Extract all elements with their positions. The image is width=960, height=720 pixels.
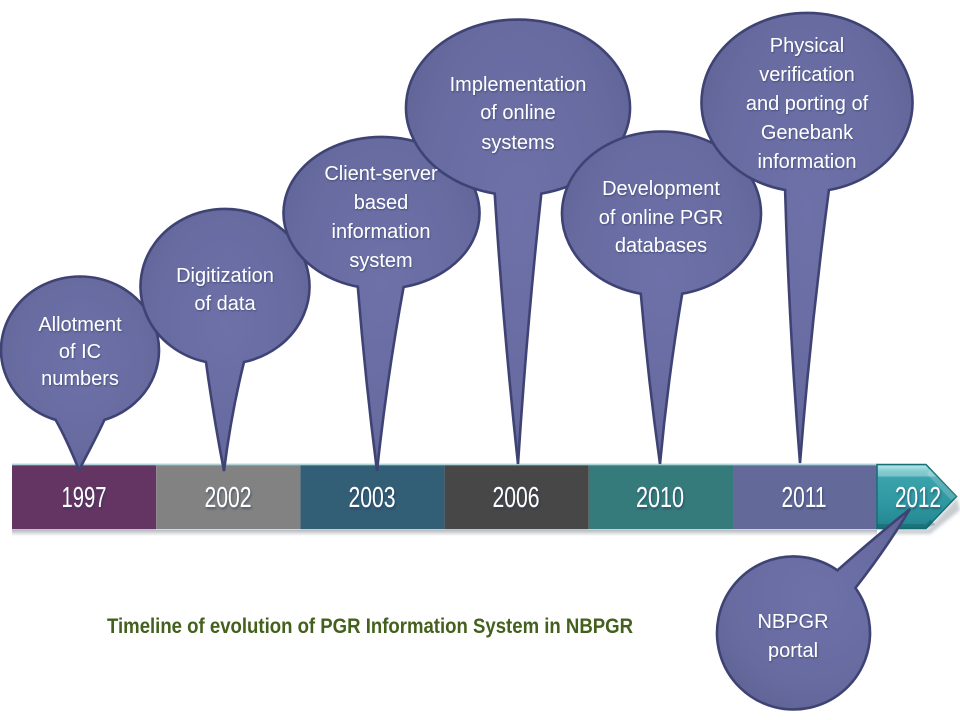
svg-text:Timeline of evolution of PGR I: Timeline of evolution of PGR Information… xyxy=(107,615,633,638)
svg-text:2002: 2002 xyxy=(205,482,252,514)
svg-text:and porting of: and porting of xyxy=(746,93,869,115)
svg-text:based: based xyxy=(354,192,409,214)
svg-text:Implementation: Implementation xyxy=(450,74,587,96)
svg-text:of IC: of IC xyxy=(59,341,101,363)
svg-text:information: information xyxy=(758,151,857,173)
svg-text:verification: verification xyxy=(759,64,855,86)
svg-text:2010: 2010 xyxy=(636,482,684,514)
svg-text:systems: systems xyxy=(481,132,554,154)
svg-text:portal: portal xyxy=(768,640,818,662)
svg-text:of online PGR: of online PGR xyxy=(599,207,724,229)
svg-text:2006: 2006 xyxy=(493,482,540,514)
svg-text:NBPGR: NBPGR xyxy=(757,611,828,633)
svg-text:Physical: Physical xyxy=(770,35,844,57)
svg-text:1997: 1997 xyxy=(62,482,107,514)
svg-text:2011: 2011 xyxy=(782,482,827,514)
svg-text:of online: of online xyxy=(480,102,556,124)
svg-text:information: information xyxy=(332,221,431,243)
svg-text:Development: Development xyxy=(602,178,720,200)
svg-text:system: system xyxy=(349,250,412,272)
svg-text:Genebank: Genebank xyxy=(761,122,854,144)
svg-text:of data: of data xyxy=(194,293,256,315)
svg-text:Digitization: Digitization xyxy=(176,265,274,287)
svg-text:2003: 2003 xyxy=(349,482,396,514)
svg-text:numbers: numbers xyxy=(41,368,119,390)
svg-text:2012: 2012 xyxy=(895,482,941,514)
svg-text:Allotment: Allotment xyxy=(38,314,122,336)
svg-text:Client-server: Client-server xyxy=(324,163,438,185)
svg-text:databases: databases xyxy=(615,235,707,257)
